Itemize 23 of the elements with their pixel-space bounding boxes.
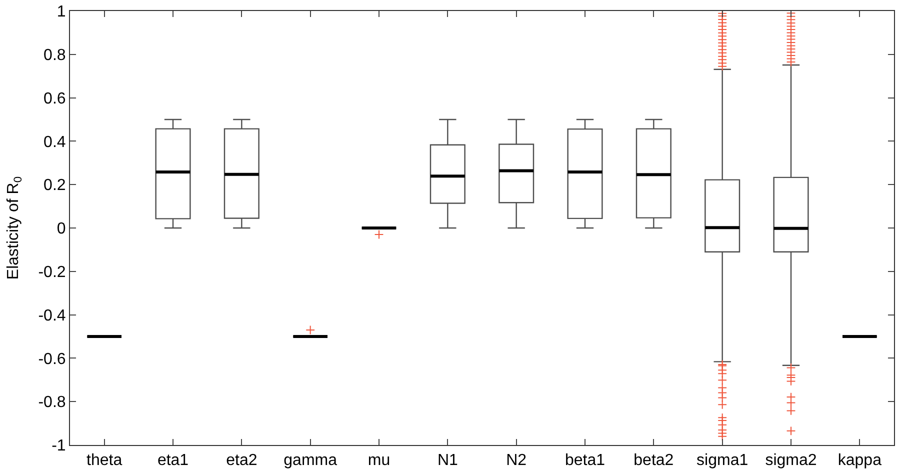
- y-tick-label: -1: [52, 438, 66, 455]
- y-tick-label: -0.2: [38, 264, 66, 281]
- y-tick-label: -0.4: [38, 307, 66, 324]
- y-tick-label: 0: [56, 220, 66, 238]
- x-tick-label: theta: [86, 452, 122, 470]
- x-tick-label: eta2: [226, 452, 258, 470]
- y-tick-label: -0.6: [38, 350, 66, 368]
- y-tick-label: 0.6: [44, 90, 66, 108]
- x-tick-label: N2: [506, 452, 527, 470]
- x-tick-label: gamma: [284, 452, 338, 470]
- y-tick-label: 1: [56, 4, 66, 21]
- y-tick-label: -0.8: [38, 394, 66, 412]
- y-tick-label: 0.8: [44, 47, 66, 64]
- x-tick-label: sigma2: [765, 452, 817, 470]
- x-tick-label: sigma1: [696, 452, 748, 470]
- x-tick-label: beta1: [564, 452, 606, 470]
- x-tick-label: mu: [368, 452, 390, 470]
- y-tick-label: 0.4: [44, 134, 66, 151]
- x-tick-label: eta1: [157, 452, 189, 470]
- x-tick-label: beta2: [634, 452, 674, 470]
- y-tick-label: 0.2: [44, 177, 66, 194]
- x-tick-label: kappa: [838, 452, 882, 470]
- x-tick-label: N1: [437, 452, 458, 470]
